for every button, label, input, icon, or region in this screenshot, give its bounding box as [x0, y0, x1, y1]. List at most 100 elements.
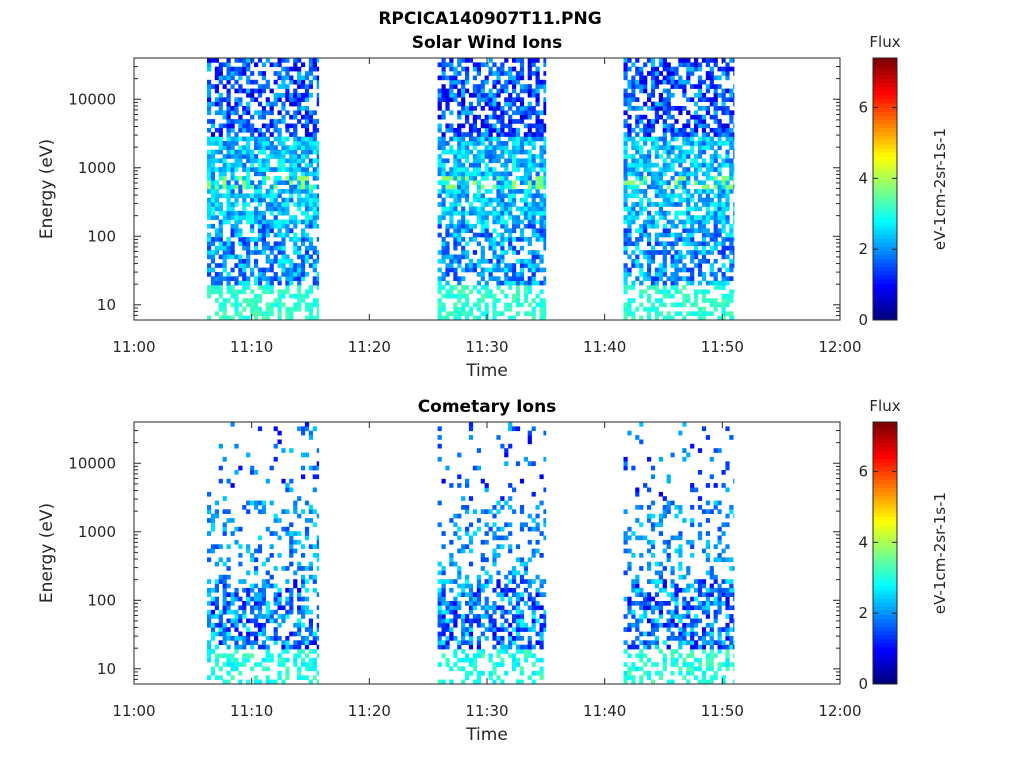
heatmap-cell: [527, 644, 532, 650]
heatmap-cell: [519, 627, 525, 632]
heatmap-cell: [658, 522, 663, 528]
heatmap-cell: [312, 574, 317, 580]
heatmap-cell: [654, 75, 659, 81]
heatmap-cell: [713, 596, 718, 602]
heatmap-cell: [289, 193, 294, 199]
heatmap-cell: [701, 579, 707, 584]
colorbar-segment: [873, 107, 897, 112]
heatmap-cell: [531, 426, 536, 432]
heatmap-cell: [690, 631, 695, 637]
heatmap-cell: [453, 154, 458, 159]
heatmap-cell: [250, 184, 255, 190]
heatmap-cell: [701, 609, 707, 615]
heatmap-cell: [222, 145, 227, 150]
heatmap-cell: [242, 167, 247, 172]
heatmap-cell: [238, 162, 243, 168]
heatmap-cell: [639, 197, 644, 203]
heatmap-cell: [623, 237, 628, 242]
heatmap-cell: [504, 461, 509, 466]
heatmap-cell: [301, 145, 306, 150]
heatmap-cell: [500, 614, 505, 619]
heatmap-cell: [508, 189, 513, 194]
heatmap-cell: [492, 302, 497, 308]
colorbar-segment: [873, 193, 897, 198]
heatmap-cell: [701, 289, 707, 295]
heatmap-cell: [218, 223, 223, 229]
heatmap-cell: [623, 596, 628, 602]
heatmap-cell: [465, 110, 470, 116]
heatmap-cell: [496, 280, 501, 286]
heatmap-cell: [285, 609, 290, 615]
heatmap-cell: [457, 92, 462, 98]
heatmap-cell: [654, 101, 659, 107]
heatmap-cell: [207, 649, 212, 654]
heatmap-cell: [678, 110, 683, 116]
heatmap-cell: [273, 631, 278, 637]
heatmap-cell: [226, 601, 231, 606]
heatmap-cell: [281, 206, 286, 212]
heatmap-cell: [631, 210, 636, 216]
heatmap-cell: [543, 197, 547, 203]
heatmap-cell: [709, 136, 714, 142]
heatmap-cell: [658, 210, 663, 216]
heatmap-cell: [480, 202, 485, 207]
heatmap-cell: [519, 245, 525, 251]
heatmap-cell: [639, 228, 644, 233]
heatmap-cell: [246, 237, 251, 242]
heatmap-cell: [226, 97, 231, 102]
heatmap-cell: [512, 570, 517, 576]
heatmap-cell: [543, 535, 547, 541]
heatmap-cell: [301, 574, 306, 580]
heatmap-cell: [461, 193, 466, 199]
heatmap-cell: [472, 75, 477, 81]
heatmap-cell: [678, 631, 683, 637]
heatmap-cell: [476, 289, 481, 295]
heatmap-cell: [304, 114, 310, 120]
heatmap-cell: [535, 232, 540, 238]
heatmap-cell: [304, 132, 310, 137]
heatmap-cell: [488, 197, 493, 203]
heatmap-cell: [701, 640, 707, 645]
heatmap-cell: [690, 66, 695, 72]
heatmap-cell: [285, 219, 290, 225]
heatmap-cell: [690, 145, 695, 150]
heatmap-cell: [662, 210, 667, 216]
heatmap-cell: [273, 184, 278, 190]
heatmap-cell: [701, 171, 707, 177]
heatmap-cell: [492, 522, 497, 528]
heatmap-cell: [654, 267, 659, 273]
heatmap-cell: [304, 127, 310, 133]
heatmap-cell: [441, 210, 446, 216]
heatmap-cell: [717, 267, 722, 273]
heatmap-cell: [733, 210, 735, 216]
heatmap-cell: [639, 75, 644, 81]
heatmap-cell: [635, 491, 640, 497]
heatmap-cell: [512, 136, 517, 142]
heatmap-cell: [285, 306, 290, 312]
heatmap-cell: [281, 254, 286, 260]
heatmap-cell: [527, 526, 532, 532]
heatmap-cell: [717, 127, 722, 133]
heatmap-cell: [492, 298, 497, 303]
heatmap-cell: [297, 592, 302, 597]
heatmap-cell: [301, 579, 306, 584]
heatmap-cell: [717, 180, 722, 185]
heatmap-cell: [308, 666, 313, 672]
heatmap-cell: [639, 127, 644, 133]
heatmap-cell: [701, 509, 707, 514]
heatmap-cell: [682, 154, 687, 159]
heatmap-cell: [650, 579, 656, 584]
heatmap-cell: [480, 285, 485, 290]
heatmap-cell: [257, 189, 263, 194]
heatmap-cell: [480, 670, 485, 676]
heatmap-cell: [523, 653, 528, 659]
heatmap-cell: [308, 435, 313, 440]
heatmap-cell: [515, 158, 521, 164]
heatmap-cell: [250, 237, 255, 242]
heatmap-cell: [304, 206, 310, 212]
heatmap-cell: [312, 110, 317, 116]
heatmap-cell: [512, 298, 517, 303]
heatmap-cell: [523, 263, 528, 268]
heatmap-cell: [269, 553, 274, 558]
heatmap-cell: [670, 66, 675, 72]
